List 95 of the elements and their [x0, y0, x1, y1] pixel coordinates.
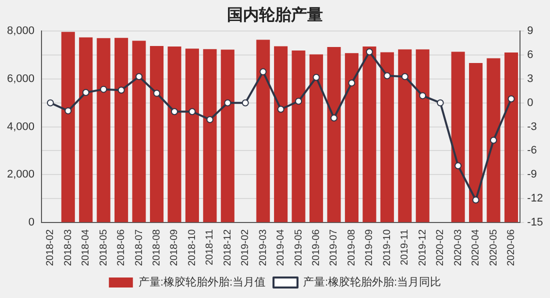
- point: [136, 73, 143, 80]
- point: [401, 73, 408, 80]
- x-tick-label: 2018-07: [134, 228, 145, 266]
- bar: [79, 37, 93, 222]
- point: [118, 86, 125, 94]
- point: [82, 89, 90, 96]
- y-tick-label: 2,000: [6, 168, 35, 181]
- y2-tick-label: -3: [527, 120, 537, 133]
- bar: [114, 38, 128, 222]
- bar: [256, 40, 270, 222]
- point: [153, 90, 160, 97]
- x-tick-label: 2019-08: [346, 228, 358, 266]
- x-tick-label: 2019-07: [328, 228, 340, 266]
- point: [454, 162, 462, 170]
- x-tick-label: 2018-11: [204, 228, 216, 266]
- y2-tick-label: 0: [527, 96, 534, 109]
- bar: [504, 52, 518, 222]
- bar: [451, 52, 465, 222]
- bar: [398, 49, 412, 222]
- bar: [96, 38, 110, 222]
- bar: [203, 49, 217, 222]
- y-tick-label: 0: [28, 216, 35, 228]
- x-tick-label: 2019-09: [364, 228, 376, 266]
- point: [100, 86, 108, 93]
- bar: [292, 50, 306, 222]
- bar: [309, 54, 324, 222]
- point: [508, 95, 515, 102]
- x-tick-label: 2018-06: [116, 228, 128, 266]
- legend-label: 产量:橡胶轮胎外胎:当月值: [138, 276, 266, 289]
- bar: [469, 62, 483, 222]
- y2-tick-label: 6: [527, 49, 534, 62]
- point: [348, 79, 356, 86]
- point: [436, 99, 444, 106]
- point: [277, 106, 284, 113]
- x-tick-label: 2020-04: [470, 228, 482, 266]
- x-tick-label: 2018-04: [80, 228, 92, 266]
- x-tick-label: 2019-02: [240, 228, 252, 266]
- y-tick-label: 4,000: [6, 120, 35, 133]
- point: [224, 99, 232, 106]
- point: [472, 196, 480, 204]
- point: [242, 99, 249, 106]
- legend-label: 产量:橡胶轮胎外胎:当月同比: [303, 276, 442, 289]
- x-tick-label: 2018-09: [169, 228, 180, 266]
- y-tick-label: 8,000: [6, 25, 35, 38]
- x-tick-label: 2020-02: [435, 228, 446, 266]
- point: [312, 74, 320, 81]
- y2-tick-label: 3: [527, 73, 534, 86]
- x-tick-label: 2019-11: [400, 228, 411, 266]
- bar: [185, 48, 199, 222]
- x-tick-label: 2019-06: [311, 228, 322, 266]
- point: [384, 72, 391, 80]
- x-tick-label: 2020-06: [506, 228, 517, 266]
- point: [419, 92, 426, 100]
- bar: [486, 58, 500, 222]
- y2-tick-label: -9: [527, 168, 537, 181]
- point: [46, 99, 54, 106]
- chart-title: 国内轮胎产量: [227, 6, 323, 24]
- bar: [416, 49, 430, 222]
- point: [490, 136, 498, 144]
- y2-tick-label: -15: [527, 216, 544, 228]
- x-tick-label: 2018-02: [45, 228, 56, 266]
- x-tick-label: 2019-04: [276, 228, 287, 266]
- bar: [150, 46, 164, 222]
- point: [170, 108, 178, 116]
- x-tick-label: 2019-10: [382, 228, 393, 266]
- x-tick-label: 2020-05: [488, 228, 500, 266]
- x-tick-label: 2019-12: [417, 228, 428, 266]
- x-tick-label: 2019-05: [293, 228, 304, 266]
- bar: [132, 40, 146, 222]
- point: [295, 98, 302, 105]
- bar: [274, 46, 288, 222]
- bar: [362, 46, 376, 222]
- x-tick-label: 2018-08: [151, 228, 162, 266]
- point: [366, 48, 373, 56]
- y-tick-label: 6,000: [6, 73, 35, 86]
- bar: [327, 46, 341, 222]
- x-tick-label: 2018-03: [62, 228, 74, 266]
- point: [330, 114, 338, 122]
- bar: [380, 52, 394, 222]
- point: [188, 108, 196, 116]
- point: [260, 68, 267, 76]
- bar: [344, 53, 358, 222]
- bar: [220, 50, 234, 222]
- y2-tick-label: -6: [527, 144, 537, 157]
- point: [206, 116, 214, 124]
- y2-tick-label: 9: [527, 25, 534, 38]
- x-tick-label: 2018-12: [222, 228, 234, 266]
- x-tick-label: 2018-05: [98, 228, 110, 266]
- y2-tick-label: -12: [527, 192, 544, 204]
- bar: [61, 32, 75, 222]
- bar: [168, 46, 182, 222]
- point: [64, 107, 72, 114]
- x-tick-label: 2019-03: [258, 228, 269, 266]
- x-tick-label: 2020-03: [452, 228, 464, 266]
- x-tick-label: 2018-10: [186, 228, 198, 266]
